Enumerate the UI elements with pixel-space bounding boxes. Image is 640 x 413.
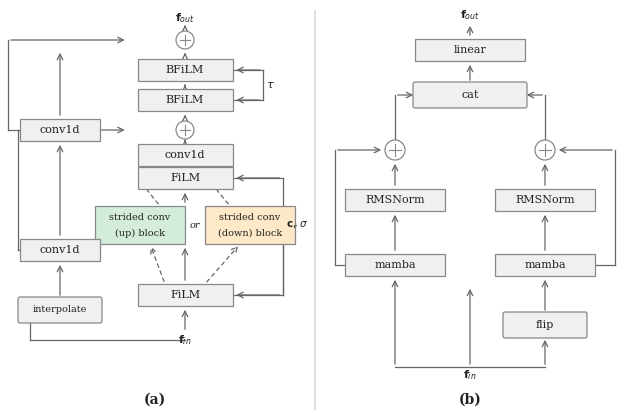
Text: strided conv: strided conv	[220, 214, 280, 223]
Text: BFiLM: BFiLM	[166, 65, 204, 75]
Text: conv1d: conv1d	[164, 150, 205, 160]
Text: mamba: mamba	[524, 260, 566, 270]
Circle shape	[385, 140, 405, 160]
FancyBboxPatch shape	[495, 254, 595, 276]
Circle shape	[176, 121, 194, 139]
FancyBboxPatch shape	[415, 39, 525, 61]
Text: conv1d: conv1d	[40, 125, 80, 135]
Text: RMSNorm: RMSNorm	[515, 195, 575, 205]
FancyBboxPatch shape	[138, 167, 232, 189]
FancyBboxPatch shape	[345, 254, 445, 276]
Text: $\mathbf{c},\,\sigma$: $\mathbf{c},\,\sigma$	[285, 219, 307, 230]
Text: FiLM: FiLM	[170, 290, 200, 300]
Text: strided conv: strided conv	[109, 214, 171, 223]
Text: $\tau$: $\tau$	[266, 80, 275, 90]
Text: (a): (a)	[144, 393, 166, 407]
FancyBboxPatch shape	[20, 119, 100, 141]
FancyBboxPatch shape	[503, 312, 587, 338]
Text: cat: cat	[461, 90, 479, 100]
Text: FiLM: FiLM	[170, 173, 200, 183]
Text: $\mathbf{f}_{in}$: $\mathbf{f}_{in}$	[179, 333, 192, 347]
FancyBboxPatch shape	[205, 206, 295, 244]
Text: conv1d: conv1d	[40, 245, 80, 255]
Text: (down) block: (down) block	[218, 228, 282, 237]
Text: (b): (b)	[459, 393, 481, 407]
Text: $\mathbf{f}_{in}$: $\mathbf{f}_{in}$	[463, 368, 477, 382]
Text: linear: linear	[454, 45, 486, 55]
Text: (up) block: (up) block	[115, 228, 165, 237]
Circle shape	[535, 140, 555, 160]
FancyBboxPatch shape	[138, 59, 232, 81]
Text: BFiLM: BFiLM	[166, 95, 204, 105]
Text: or: or	[189, 221, 200, 230]
FancyBboxPatch shape	[18, 297, 102, 323]
FancyBboxPatch shape	[413, 82, 527, 108]
FancyBboxPatch shape	[495, 189, 595, 211]
Text: RMSNorm: RMSNorm	[365, 195, 425, 205]
Text: $\mathbf{f}_{out}$: $\mathbf{f}_{out}$	[460, 8, 480, 22]
Text: interpolate: interpolate	[33, 306, 87, 315]
FancyBboxPatch shape	[138, 89, 232, 111]
Text: $\mathbf{f}_{out}$: $\mathbf{f}_{out}$	[175, 11, 195, 25]
Circle shape	[176, 31, 194, 49]
FancyBboxPatch shape	[95, 206, 185, 244]
Text: mamba: mamba	[374, 260, 416, 270]
FancyBboxPatch shape	[20, 239, 100, 261]
FancyBboxPatch shape	[345, 189, 445, 211]
Text: flip: flip	[536, 320, 554, 330]
FancyBboxPatch shape	[138, 144, 232, 166]
FancyBboxPatch shape	[138, 284, 232, 306]
